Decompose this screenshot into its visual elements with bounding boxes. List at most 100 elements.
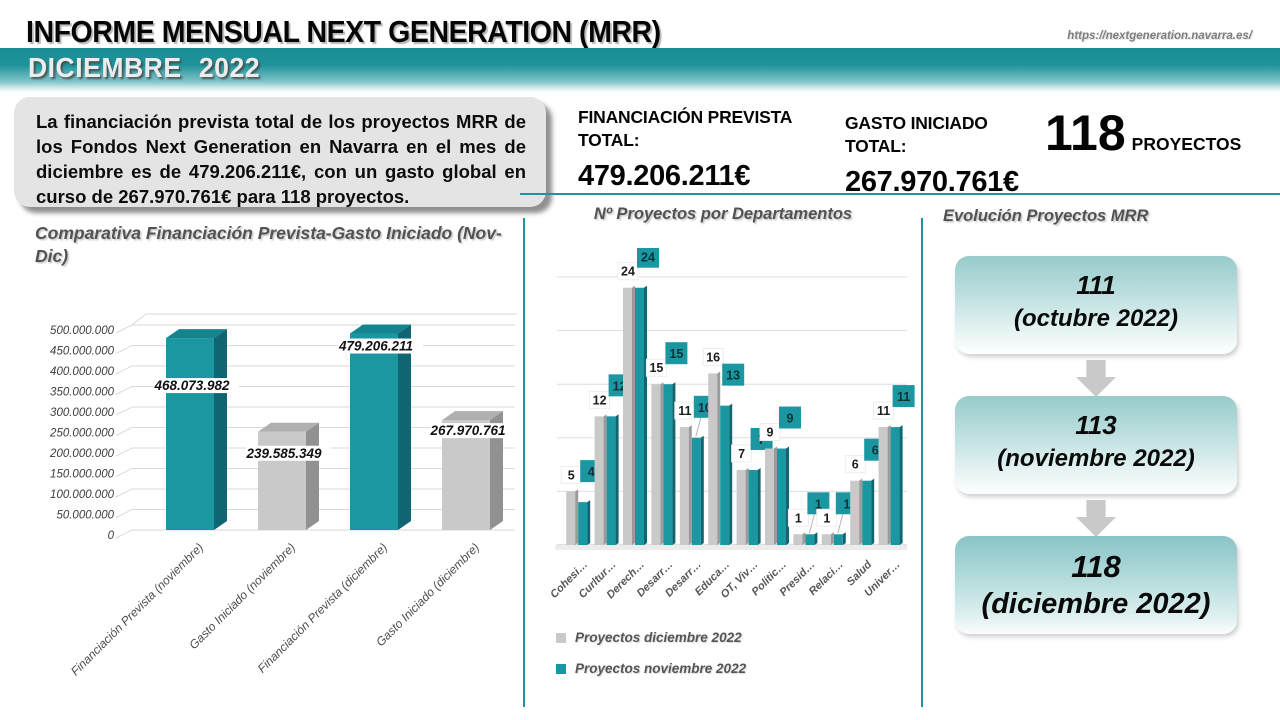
bar-noviembre (691, 437, 701, 545)
y-tick-label: 400.000.000 (50, 366, 115, 378)
bar-noviembre (606, 416, 616, 545)
bar-noviembre-side (871, 478, 875, 545)
evolution-step-october: 111 (octubre 2022) (955, 256, 1237, 354)
diciembre-label-box (731, 444, 753, 463)
kpi-gasto-value: 267.970.761€ (845, 165, 1019, 198)
evolution-step-value: 113 (1075, 410, 1117, 440)
column-divider-left (523, 218, 525, 707)
y-tick-label: 300.000.000 (50, 407, 115, 419)
axis-tick (115, 488, 133, 498)
kpi-proyectos: 118 PROYECTOS (1045, 104, 1275, 162)
legend-label: Proyectos diciembre 2022 (575, 630, 742, 645)
axis-tick (115, 345, 133, 354)
axis-tick (115, 386, 133, 395)
bar-noviembre-side (786, 446, 789, 545)
diciembre-label: 1 (795, 511, 802, 525)
bar-noviembre (578, 502, 588, 545)
bar-top (258, 422, 319, 432)
y-tick-label: 250.000.000 (49, 428, 115, 440)
bar-noviembre (635, 287, 644, 545)
bar-front (442, 420, 490, 530)
kpi-financiacion-value: 479.206.211€ (578, 159, 751, 192)
axis-floor (555, 545, 907, 550)
comparativa-chart: 500.000.000 450.000.000 400.000.000 350.000… (49, 313, 517, 678)
diciembre-label: 11 (678, 404, 691, 418)
bar-noviembre (777, 448, 786, 545)
diciembre-label-box (702, 347, 724, 366)
y-tick-label: 150.000.000 (50, 469, 115, 481)
subtitle-month: DICIEMBRE 2022 (28, 52, 260, 83)
diciembre-label-box (617, 262, 639, 281)
bar-diciembre-side (887, 425, 891, 545)
x-category-label: Gasto Iniciado (noviembre) (186, 540, 298, 652)
axis-tick (115, 509, 133, 518)
down-arrow-icon (1076, 500, 1116, 537)
bar-top (350, 324, 411, 334)
horizontal-rule (520, 193, 1280, 195)
kpi-gasto-label: GASTO INICIADO TOTAL: (845, 113, 988, 156)
x-category-label: Financiación Prevista (noviembre) (68, 540, 206, 678)
departamentos-chart-title: Nº Proyectos por Departamentos (593, 205, 853, 223)
bar-diciembre-side (660, 382, 664, 545)
diciembre-label: 6 (852, 458, 859, 472)
down-arrow-icon (1076, 360, 1116, 397)
value-label: 479.206.211 (338, 339, 413, 354)
diciembre-label-box (589, 390, 611, 409)
evolution-title: Evolución Proyectos MRR (943, 207, 1149, 225)
noviembre-label-box (665, 342, 688, 365)
bar-diciembre (679, 427, 689, 545)
evolution-step-caption: (diciembre 2022) (981, 588, 1211, 621)
evolution-step-december: 118 (diciembre 2022) (955, 536, 1237, 634)
kpi-gasto: GASTO INICIADO TOTAL: 267.970.761€ (845, 112, 1050, 199)
evolution-step-value: 118 (1071, 549, 1121, 584)
summary-text: La financiación prevista total de los pr… (36, 111, 526, 208)
axis-tick (115, 427, 133, 436)
noviembre-label: 4 (588, 465, 595, 479)
bar-side (306, 422, 319, 530)
noviembre-label: 13 (726, 369, 740, 383)
bar-diciembre-side (717, 371, 721, 545)
bar-noviembre-side (615, 414, 619, 545)
bar-noviembre (805, 534, 815, 545)
legend-swatch (556, 632, 566, 643)
diciembre-label: 1 (823, 511, 830, 525)
axis-tick (115, 529, 133, 539)
legend-swatch (556, 663, 566, 674)
y-tick-label: 50.000.000 (56, 510, 114, 522)
column-divider-right (921, 218, 923, 707)
noviembre-label: 15 (669, 347, 683, 361)
legend-label: Proyectos noviembre 2022 (575, 661, 747, 676)
bar-noviembre-side (672, 382, 676, 545)
bar-top (442, 411, 503, 421)
noviembre-label-box (722, 363, 745, 386)
y-tick-label: 200.000.000 (49, 448, 115, 460)
noviembre-label-box (779, 406, 801, 429)
evolution-step-value: 111 (1076, 270, 1116, 300)
diciembre-label-box (759, 423, 781, 442)
value-label: 468.073.982 (153, 378, 230, 393)
bar-noviembre (720, 405, 730, 545)
legend-item: Proyectos noviembre 2022 (556, 661, 746, 676)
kpi-proyectos-label: PROYECTOS (1131, 134, 1242, 154)
bar-diciembre-side (802, 532, 806, 545)
bar-diciembre (708, 373, 718, 545)
diciembre-label: 5 (568, 468, 575, 482)
value-label-band (338, 338, 423, 354)
bar-diciembre (793, 534, 803, 545)
axis-tick (115, 406, 133, 416)
bar-side (490, 411, 503, 530)
bar-diciembre-side (830, 532, 834, 545)
x-category-label: Gasto Iniciado (diciembre) (373, 540, 482, 649)
summary-box: La financiación prevista total de los pr… (14, 97, 546, 207)
subtitle-band: DICIEMBRE 2022 (0, 48, 1280, 93)
kpi-proyectos-value: 118 (1045, 105, 1126, 161)
diciembre-label: 15 (649, 361, 663, 375)
diciembre-label-box (816, 508, 838, 527)
bar-noviembre-side (814, 532, 818, 545)
bar-diciembre (821, 534, 831, 545)
noviembre-label: 1 (843, 497, 850, 511)
value-label: 267.970.761 (429, 423, 505, 438)
bar-diciembre-side (575, 489, 579, 545)
label-leader-line (837, 514, 844, 534)
noviembre-label: 11 (897, 390, 910, 404)
